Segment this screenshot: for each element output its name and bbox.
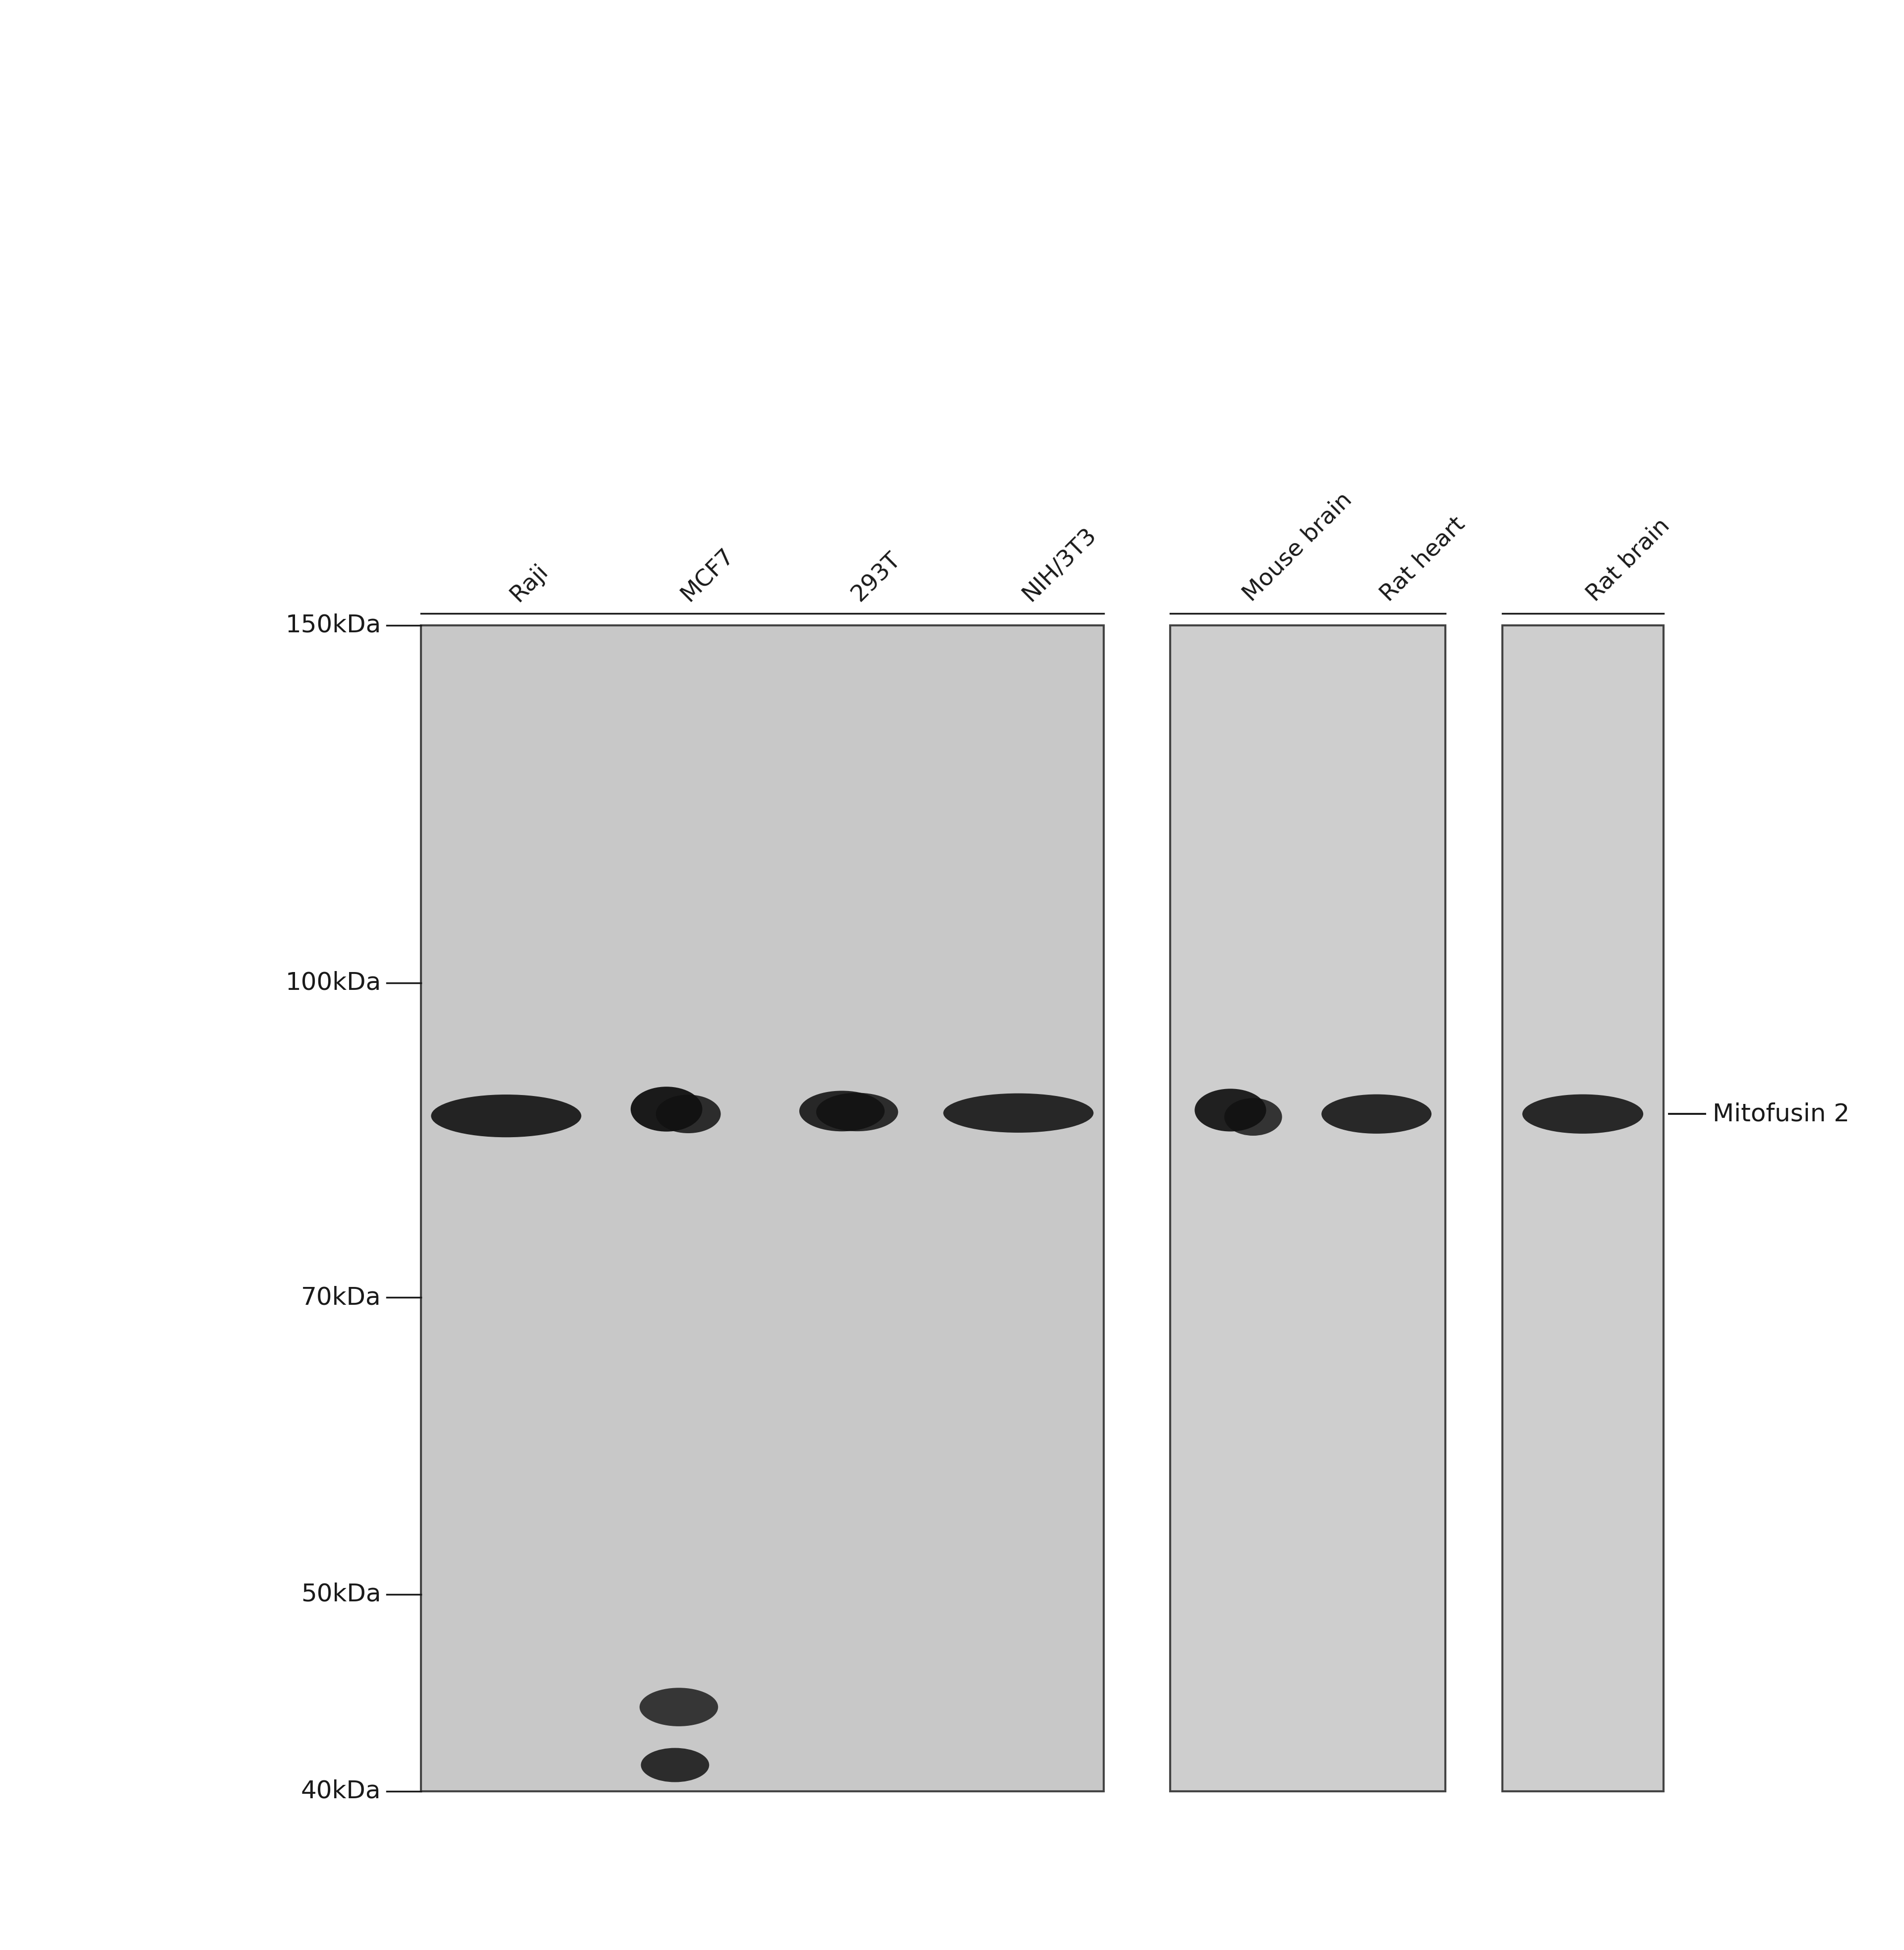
Ellipse shape	[1194, 1088, 1266, 1131]
Text: Rat brain: Rat brain	[1582, 515, 1674, 606]
Ellipse shape	[800, 1090, 885, 1131]
Bar	[1502, 626, 1664, 1792]
Text: 100kDa: 100kDa	[286, 971, 381, 994]
Text: 40kDa: 40kDa	[301, 1778, 381, 1804]
Text: NIH/3T3: NIH/3T3	[1019, 523, 1101, 606]
Ellipse shape	[1321, 1094, 1432, 1133]
Ellipse shape	[630, 1086, 703, 1131]
Text: 50kDa: 50kDa	[301, 1581, 381, 1607]
Text: Mitofusin 2: Mitofusin 2	[1714, 1102, 1849, 1125]
Ellipse shape	[640, 1689, 718, 1726]
Bar	[421, 626, 1104, 1792]
Text: Raji: Raji	[506, 560, 552, 606]
Text: 150kDa: 150kDa	[286, 614, 381, 638]
Ellipse shape	[430, 1094, 581, 1137]
Ellipse shape	[942, 1094, 1093, 1133]
Text: Mouse brain: Mouse brain	[1240, 488, 1356, 606]
Ellipse shape	[642, 1747, 708, 1782]
Ellipse shape	[1523, 1094, 1643, 1133]
Text: 293T: 293T	[847, 548, 904, 606]
Ellipse shape	[817, 1092, 899, 1131]
Ellipse shape	[655, 1094, 722, 1133]
Text: MCF7: MCF7	[678, 544, 739, 606]
Text: 70kDa: 70kDa	[301, 1285, 381, 1308]
Ellipse shape	[1224, 1098, 1281, 1135]
Bar	[1171, 626, 1445, 1792]
Text: Rat heart: Rat heart	[1377, 513, 1470, 606]
